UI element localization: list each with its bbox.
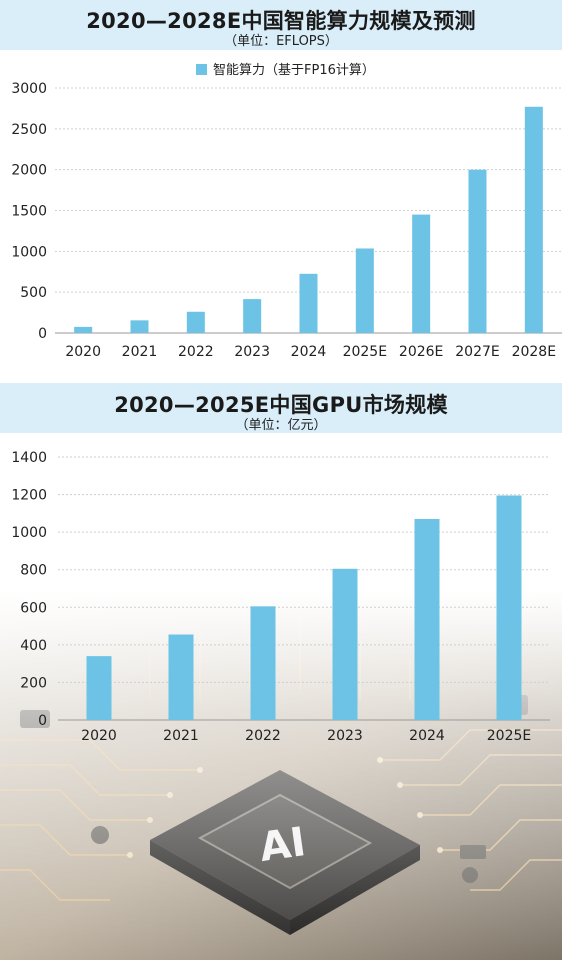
bar-2020 [74, 326, 93, 333]
chart1-legend: 智能算力（基于FP16计算） [196, 63, 375, 78]
x-tick-label: 2026E [399, 344, 443, 360]
y-tick-label: 1400 [11, 450, 47, 466]
chart2: 0 200 400 600 800 1000 1200 1400 2020 2021 2022 202… [11, 450, 550, 744]
x-tick-label: 2020 [81, 728, 117, 744]
x-tick-label: 2024 [291, 344, 327, 360]
legend-label: 智能算力（基于FP16计算） [213, 63, 375, 78]
bar-2025E [355, 248, 374, 333]
bar-2028E [524, 106, 543, 334]
y-tick-label: 1200 [11, 488, 47, 504]
y-tick-label: 200 [20, 675, 47, 691]
y-tick-label: 800 [20, 563, 47, 579]
bar-2025E [496, 495, 522, 720]
chart2-subtitle: （单位：亿元） [235, 418, 327, 433]
chart1-header-band [0, 0, 562, 50]
bar-2026E [412, 214, 431, 333]
chart1: 智能算力（基于FP16计算） 0 500 1000 1500 2000 2500 3000 20… [11, 63, 562, 360]
chart1-title: 2020—2028E中国智能算力规模及预测 [86, 9, 476, 33]
chart2-header-band [0, 383, 562, 433]
bar-2023 [243, 299, 262, 333]
x-tick-label: 2025E [343, 344, 387, 360]
x-tick-label: 2022 [178, 344, 214, 360]
y-tick-label: 0 [38, 326, 47, 342]
y-tick-label: 2000 [11, 163, 47, 179]
legend-swatch [196, 64, 207, 75]
chart1-subtitle: （单位：EFLOPS） [224, 34, 338, 49]
y-tick-label: 3000 [11, 81, 47, 97]
y-tick-label: 1000 [11, 244, 47, 260]
y-tick-label: 1500 [11, 204, 47, 220]
x-tick-label: 2021 [122, 344, 158, 360]
x-tick-label: 2027E [455, 344, 499, 360]
bar-2024 [299, 273, 318, 333]
x-tick-label: 2021 [163, 728, 199, 744]
x-tick-label: 2023 [327, 728, 363, 744]
bar-2024 [414, 518, 440, 720]
bar-2021 [130, 320, 149, 333]
x-tick-label: 2020 [65, 344, 101, 360]
x-tick-label: 2025E [487, 728, 531, 744]
bar-2021 [168, 634, 194, 720]
chart2-title: 2020—2025E中国GPU市场规模 [114, 393, 448, 417]
bar-2022 [250, 606, 276, 720]
x-tick-label: 2028E [512, 344, 556, 360]
y-tick-label: 0 [38, 713, 47, 729]
y-tick-label: 1000 [11, 525, 47, 541]
x-tick-label: 2024 [409, 728, 445, 744]
y-tick-label: 600 [20, 600, 47, 616]
circuit-board-background: AI [0, 590, 562, 960]
bar-2027E [468, 169, 487, 333]
y-tick-label: 400 [20, 638, 47, 654]
y-tick-label: 500 [20, 285, 47, 301]
x-tick-label: 2023 [234, 344, 270, 360]
x-tick-label: 2022 [245, 728, 281, 744]
bar-2020 [86, 656, 112, 720]
bar-2023 [332, 568, 358, 720]
y-tick-label: 2500 [11, 122, 47, 138]
bar-2022 [186, 311, 205, 333]
